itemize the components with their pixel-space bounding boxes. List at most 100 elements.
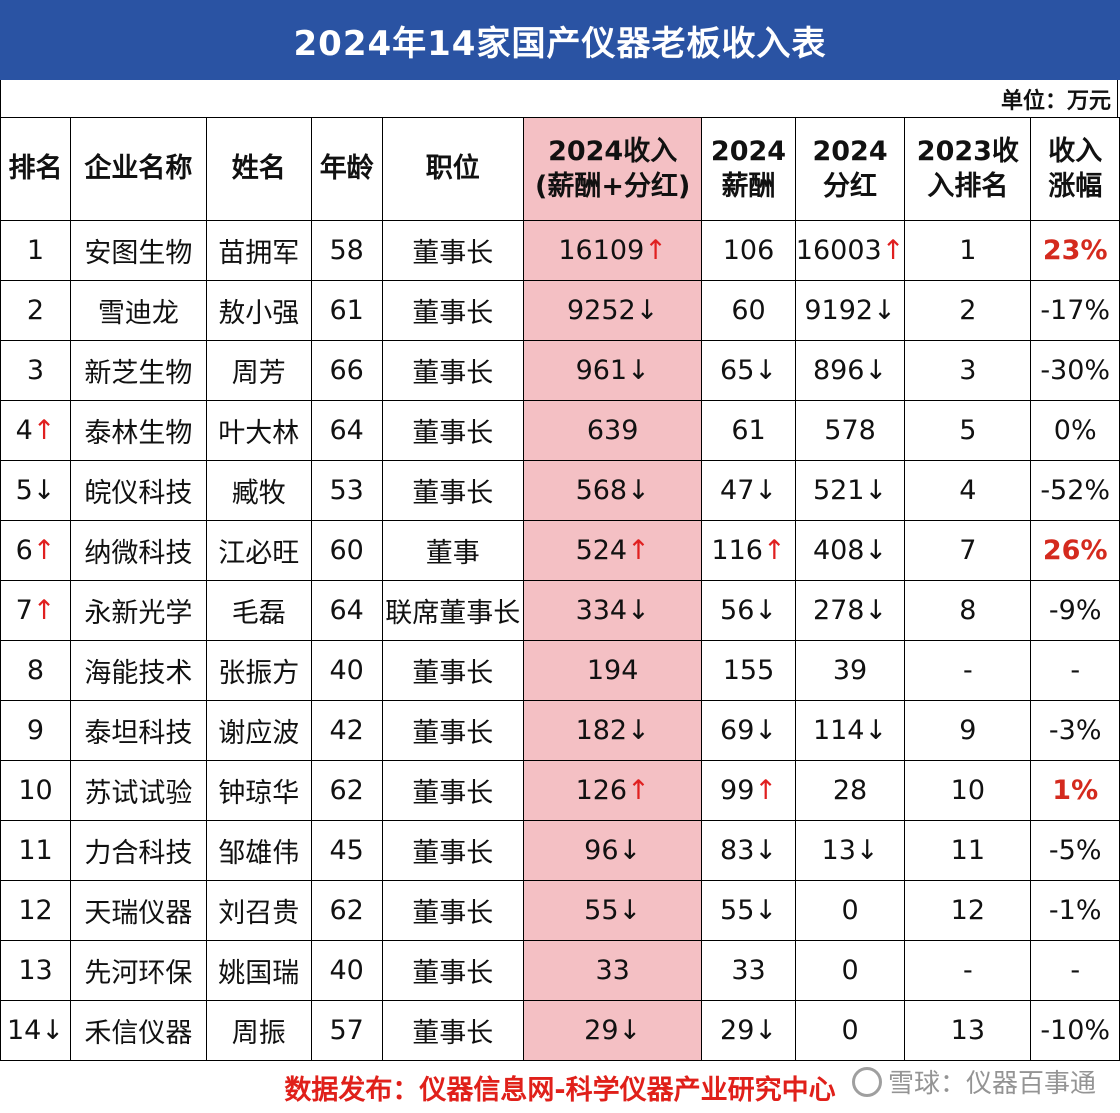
arrow-up-icon: ↑: [32, 535, 56, 566]
position-cell: 董事长: [381, 400, 525, 461]
name-cell: 谢应波: [205, 700, 312, 761]
salary-value: 69: [720, 715, 755, 746]
age-cell: 61: [310, 280, 383, 341]
dividend-cell: 0: [794, 880, 906, 941]
position-cell: 董事长: [381, 760, 525, 821]
age-cell: 66: [310, 340, 383, 401]
income-table: 排名 企业名称 姓名 年龄 职位 2024收入 (薪酬+分红) 2024 薪酬 …: [0, 117, 1120, 1061]
income-value: 96: [584, 835, 619, 866]
header-salary: 2024 薪酬: [701, 117, 796, 221]
rank2023-cell: 2: [904, 280, 1032, 341]
company-cell: 苏试试验: [70, 760, 207, 821]
income-cell: 55↓: [523, 880, 703, 941]
dividend-cell: 114↓: [794, 700, 906, 761]
name-cell: 苗拥军: [205, 220, 312, 281]
arrow-up-icon: ↑: [627, 775, 650, 806]
rank-cell: 13: [0, 940, 71, 1001]
company-cell: 安图生物: [70, 220, 207, 281]
page-title: 2024年14家国产仪器老板收入表: [0, 0, 1120, 80]
salary-cell: 65↓: [701, 340, 796, 401]
dividend-cell: 278↓: [794, 580, 906, 641]
position-cell: 董事长: [381, 880, 525, 941]
header-age: 年龄: [310, 117, 383, 221]
rank-value: 14: [7, 1015, 42, 1046]
income-value: 639: [586, 415, 639, 446]
company-cell: 泰坦科技: [70, 700, 207, 761]
growth-cell: -: [1030, 640, 1120, 701]
income-value: 194: [586, 655, 639, 686]
age-cell: 58: [310, 220, 383, 281]
rank-value: 6: [15, 535, 33, 566]
dividend-cell: 896↓: [794, 340, 906, 401]
header-growth-line2: 涨幅: [1048, 171, 1103, 202]
arrow-down-icon: ↓: [864, 355, 888, 386]
name-cell: 臧牧: [205, 460, 312, 521]
rank-value: 10: [18, 775, 53, 806]
rank-cell: 2: [0, 280, 71, 341]
age-cell: 45: [310, 820, 383, 881]
arrow-down-icon: ↓: [864, 715, 888, 746]
company-cell: 力合科技: [70, 820, 207, 881]
rank2023-cell: 1: [904, 220, 1032, 281]
header-position: 职位: [381, 117, 525, 221]
salary-value: 33: [731, 955, 766, 986]
growth-cell: -: [1030, 940, 1120, 1001]
watermark: 雪球：仪器百事通: [851, 1063, 1096, 1100]
position-cell: 董事长: [381, 220, 525, 281]
age-cell: 60: [310, 520, 383, 581]
salary-value: 61: [731, 415, 766, 446]
salary-cell: 29↓: [701, 1000, 796, 1061]
dividend-cell: 28: [794, 760, 906, 821]
name-cell: 江必旺: [205, 520, 312, 581]
rank-cell: 10: [0, 760, 71, 821]
dividend-value: 0: [841, 955, 859, 986]
salary-cell: 106: [701, 220, 796, 281]
salary-cell: 55↓: [701, 880, 796, 941]
footer-source: 数据发布：仪器信息网-科学仪器产业研究中心: [284, 1074, 836, 1106]
table-row: 1 安图生物 苗拥军 58 董事长 16109↑ 106 16003↑ 1 23…: [0, 220, 1120, 281]
company-cell: 雪迪龙: [70, 280, 207, 341]
dividend-cell: 16003↑: [794, 220, 906, 281]
dividend-value: 896: [812, 355, 865, 386]
growth-cell: -9%: [1030, 580, 1120, 641]
table-row: 11 力合科技 邹雄伟 45 董事长 96↓ 83↓ 13↓ 11 -5%: [0, 820, 1120, 881]
table-row: 8 海能技术 张振方 40 董事长 194 155 39 - -: [0, 640, 1120, 701]
age-cell: 64: [310, 400, 383, 461]
salary-value: 47: [720, 475, 755, 506]
dividend-value: 521: [812, 475, 865, 506]
header-rank2023: 2023收 入排名: [904, 117, 1032, 221]
growth-cell: -3%: [1030, 700, 1120, 761]
rank2023-cell: -: [904, 940, 1032, 1001]
header-dividend-line2: 分红: [823, 171, 878, 202]
growth-cell: -17%: [1030, 280, 1120, 341]
income-cell: 334↓: [523, 580, 703, 641]
name-cell: 刘召贵: [205, 880, 312, 941]
income-value: 16109: [558, 235, 645, 266]
arrow-up-icon: ↑: [644, 235, 667, 266]
arrow-down-icon: ↓: [754, 475, 777, 506]
arrow-down-icon: ↓: [754, 1015, 777, 1046]
arrow-down-icon: ↓: [618, 835, 642, 866]
income-value: 29: [584, 1015, 619, 1046]
age-cell: 57: [310, 1000, 383, 1061]
company-cell: 新芝生物: [70, 340, 207, 401]
rank2023-cell: 9: [904, 700, 1032, 761]
header-rank2023-line1: 2023收: [916, 135, 1019, 167]
rank2023-cell: -: [904, 640, 1032, 701]
company-cell: 禾信仪器: [70, 1000, 207, 1061]
dividend-value: 16003: [795, 235, 882, 266]
header-dividend-line1: 2024: [812, 135, 888, 167]
header-company: 企业名称: [70, 117, 207, 221]
rank2023-cell: 13: [904, 1000, 1032, 1061]
rank-cell: 4↑: [0, 400, 71, 461]
table-row: 2 雪迪龙 敖小强 61 董事长 9252↓ 60 9192↓ 2 -17%: [0, 280, 1120, 341]
income-value: 55: [584, 895, 619, 926]
dividend-value: 578: [824, 415, 876, 446]
name-cell: 叶大林: [205, 400, 312, 461]
arrow-down-icon: ↓: [873, 295, 896, 326]
dividend-cell: 0: [794, 1000, 906, 1061]
arrow-down-icon: ↓: [754, 835, 777, 866]
income-cell: 639: [523, 400, 703, 461]
arrow-up-icon: ↑: [32, 595, 56, 626]
rank-cell: 3: [0, 340, 71, 401]
